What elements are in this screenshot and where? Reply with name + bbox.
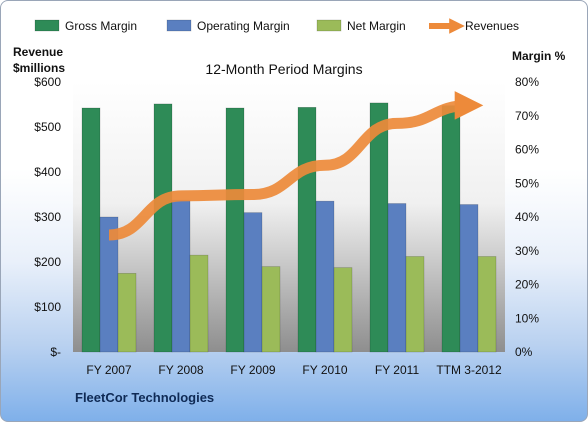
legend-swatch-operating-margin [166,19,192,32]
bar-gross-margin-fy-2010 [297,107,317,353]
left-tick-label: $400 [34,165,61,179]
left-axis-title-line1: Revenue [13,45,63,59]
footer-company: FleetCor Technologies [75,390,214,405]
bar-net-margin-ttm-3-2012 [477,256,497,353]
category-label-fy-2010: FY 2010 [302,363,347,377]
bar-net-margin-fy-2009 [261,266,281,353]
right-axis-ticks: 0% 10% 20% 30% 40% 50% 60% 70% 80% [515,75,539,359]
legend: Gross Margin Operating Margin Net Margin Re… [34,18,519,34]
line-revenues [108,91,484,241]
right-tick-label: 0% [515,345,533,359]
bar-operating-margin-fy-2008 [171,199,191,353]
category-labels: FY 2007 FY 2008 FY 2009 FY 2010 FY 2011 TTM 3… [86,363,502,377]
right-tick-label: 50% [515,176,539,190]
left-axis-title-line2: $millions [13,61,65,75]
right-tick-label: 60% [515,143,539,157]
legend-label-operating-margin: Operating Margin [197,19,290,33]
bar-net-margin-fy-2010 [333,267,353,353]
legend-label-net-margin: Net Margin [347,19,406,33]
left-axis-ticks: $- $100 $200 $300 $400 $500 $600 [34,75,61,359]
left-tick-label: $300 [34,210,61,224]
right-tick-label: 40% [515,210,539,224]
bar-gross-margin-ttm-3-2012 [441,105,461,353]
left-tick-label: $600 [34,75,61,89]
revenue-line-layer [108,91,484,241]
right-tick-label: 30% [515,244,539,258]
legend-swatch-gross-margin [34,19,60,32]
bar-operating-margin-fy-2009 [243,212,263,353]
right-tick-label: 70% [515,109,539,123]
category-label-fy-2009: FY 2009 [230,363,275,377]
bar-operating-margin-ttm-3-2012 [459,204,479,353]
bar-gross-margin-fy-2008 [153,103,173,353]
right-tick-label: 10% [515,311,539,325]
category-label-fy-2007: FY 2007 [86,363,131,377]
bar-net-margin-fy-2011 [405,256,425,353]
right-axis-title: Margin % [512,49,566,63]
category-label-fy-2008: FY 2008 [158,363,203,377]
bar-net-margin-fy-2007 [117,273,137,353]
legend-label-gross-margin: Gross Margin [65,19,137,33]
category-label-ttm-3-2012: TTM 3-2012 [436,363,502,377]
left-tick-label: $200 [34,255,61,269]
bar-gross-margin-fy-2009 [225,107,245,353]
left-tick-label: $100 [34,300,61,314]
category-label-fy-2011: FY 2011 [375,363,420,377]
bar-gross-margin-fy-2007 [81,107,101,353]
right-tick-label: 80% [515,75,539,89]
bar-operating-margin-fy-2010 [315,200,335,353]
left-tick-label: $- [50,345,61,359]
left-tick-label: $500 [34,120,61,134]
chart-title: 12-Month Period Margins [205,61,362,77]
bar-operating-margin-fy-2011 [387,203,407,353]
right-tick-label: 20% [515,278,539,292]
bar-gross-margin-fy-2011 [369,102,389,353]
legend-swatch-net-margin [316,19,342,32]
legend-label-revenues: Revenues [465,19,519,33]
bar-net-margin-fy-2008 [189,254,209,353]
